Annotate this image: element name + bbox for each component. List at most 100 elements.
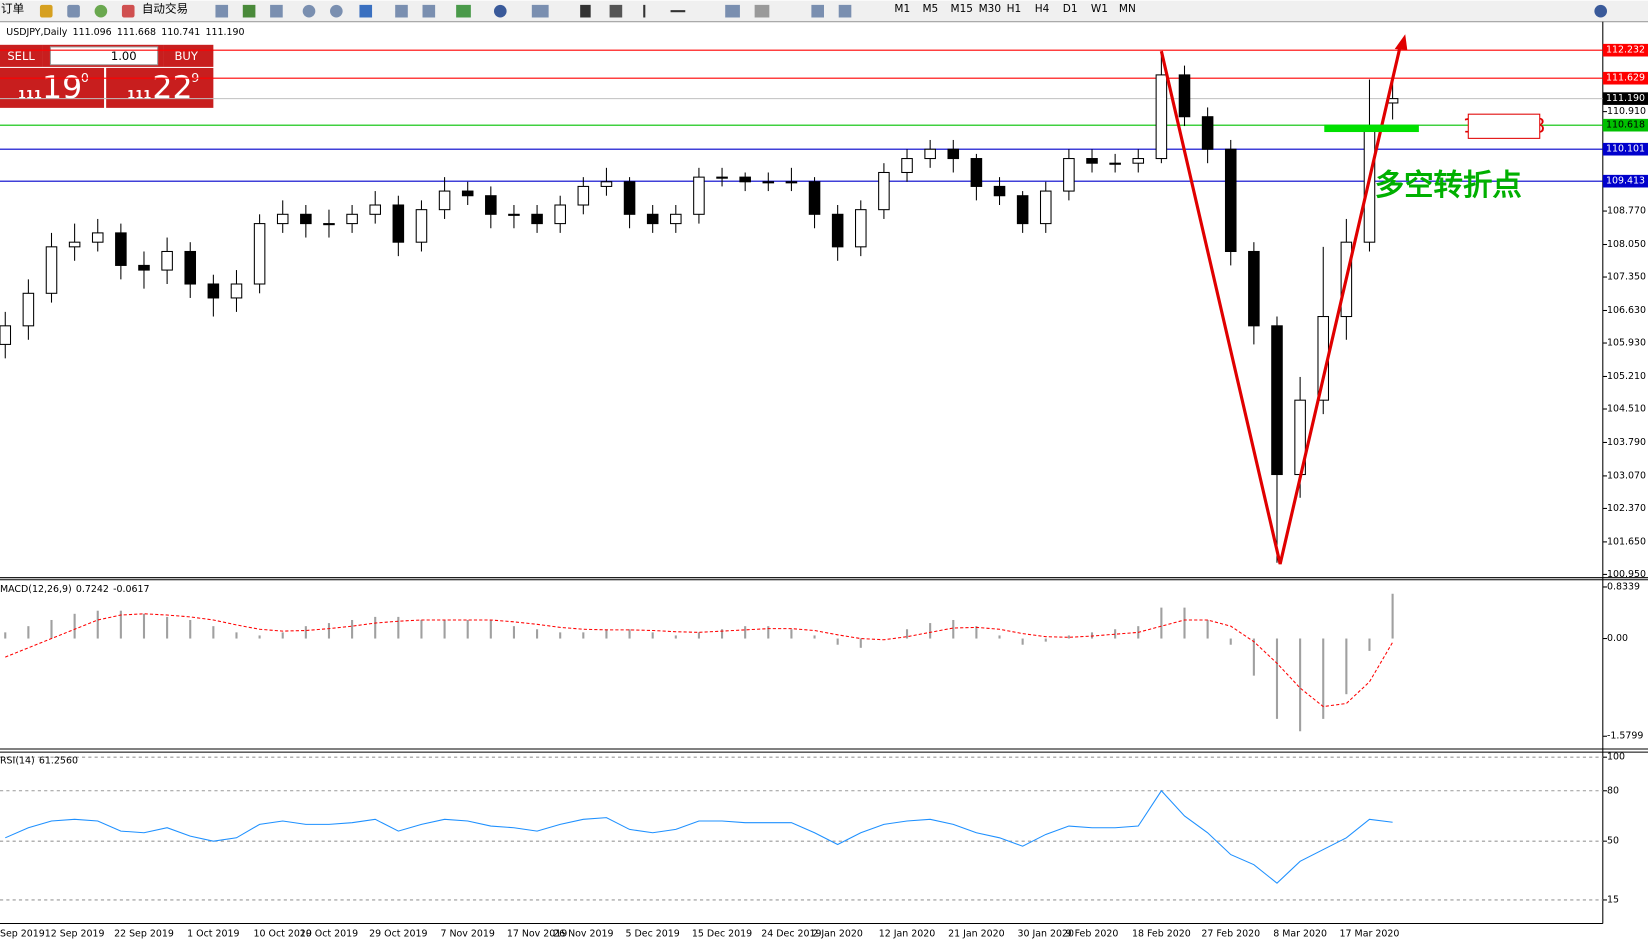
candle-body [1109,162,1121,165]
y-tick-label: 100 [1607,752,1625,763]
candle-body [115,232,127,266]
y-tick-label: 101.650 [1607,536,1646,547]
timeframe-button[interactable]: M1 [894,3,910,15]
x-tick-label: 20 Oct 2019 [300,928,358,939]
candle-body [947,148,960,160]
chart-header: USDJPY,Daily 111.096 111.668 110.741 111.190 [6,27,244,38]
y-tick-label: 0.8339 [1607,581,1640,592]
header-close: 111.190 [205,27,244,38]
candle-body [415,209,428,243]
v-pattern-annotation [1159,34,1541,565]
timeframe-button[interactable]: M30 [979,3,1001,15]
x-tick-label: 7 Nov 2019 [440,928,494,939]
sell-label: SELL [7,49,35,63]
header-high: 111.668 [117,27,156,38]
y-tick-label: 103.070 [1607,470,1646,481]
buy-price-box[interactable] [106,67,214,108]
buy-price-point: 9 [191,70,199,85]
candle-body [531,213,543,225]
x-tick-label: 10 Oct 2019 [254,928,312,939]
sell-price-big: 111 [18,88,42,102]
signal-last: -0.0617 [113,584,149,595]
y-tick-label: 15 [1607,894,1619,905]
candle-body [600,181,613,187]
candle-body [323,223,335,226]
y-tick-label: 104.510 [1607,404,1646,415]
y-tick-label: 80 [1607,785,1619,796]
candle-body [831,213,844,248]
y-tick-label: 108.050 [1607,239,1646,250]
candle-body [1248,250,1260,327]
y-tick-label: 108.770 [1607,206,1646,217]
candle-body [276,213,289,225]
candle-body [485,195,497,215]
timeframe-button[interactable]: M15 [951,3,973,15]
candle-body [253,223,266,285]
candle-body [554,204,566,225]
y-tick-label: 0.00 [1607,633,1628,644]
y-tick-label: 100.950 [1607,569,1646,580]
y-tick-label: 107.350 [1607,272,1646,283]
x-tick-label: 12 Sep 2019 [45,928,105,939]
lots-input[interactable] [49,46,159,66]
candle-body [808,181,821,215]
candle-body [392,204,405,243]
x-tick-label: 17 Nov 2019 [507,928,567,939]
candle-body [461,190,474,197]
toolbar-icons [39,4,1608,18]
candle-body [670,213,682,225]
price-level-tag [1602,142,1648,156]
indicator-name: RSI(14) [0,755,35,766]
candle-body [993,185,1006,197]
candle-body [1155,74,1168,160]
candle-body [739,176,751,183]
y-tick-label: 105.210 [1607,371,1646,382]
price-level-label: 109.413 [1606,176,1645,187]
candle-body [300,213,312,225]
candle-body [346,213,358,225]
candle-body [1201,116,1214,150]
x-tick-label: 30 Jan 2020 [1017,928,1074,939]
indicator-header: RSI(14) 61.2560 [0,755,78,766]
y-tick-label: 105.930 [1607,338,1646,349]
sell-price-point: 0 [81,70,89,85]
toolbar-item[interactable]: 订单 [1,2,24,16]
candle-body [68,241,81,248]
x-tick-label: 1 Oct 2019 [187,928,239,939]
current-price-tag [1602,92,1648,105]
header-low: 110.741 [161,27,200,38]
x-tick-label: Sep 2019 [0,928,45,939]
candle-body [762,181,775,184]
candle-body [369,204,381,215]
candle-body [45,246,58,294]
timeframe-button[interactable]: M5 [922,3,938,15]
price-level-label: 111.629 [1606,73,1645,84]
candle-body [878,171,890,211]
toolbar-item[interactable]: 自动交易 [142,2,188,16]
x-tick-label: 27 Feb 2020 [1201,928,1260,939]
candle-body [1224,148,1237,253]
candle-body [693,176,705,215]
indicator-header: MACD(12,26,9) 0.7242 -0.0617 [0,584,150,595]
timeframe-button[interactable]: H4 [1035,3,1050,15]
price-level-tag [1602,43,1648,57]
buy-price-pips: 22 [152,70,192,106]
candle-body [785,181,798,184]
timeframe-button[interactable]: H1 [1007,3,1022,15]
separators [0,21,1648,924]
annotation-text: 多空转折点 [1375,168,1522,202]
symbol: USDJPY,Daily [6,27,67,38]
x-tick-label: 12 Jan 2020 [879,928,936,939]
current-price-label: 111.190 [1606,93,1645,104]
y-tick-label: 103.790 [1607,437,1646,448]
timeframe-button[interactable]: W1 [1091,3,1108,15]
buy-label: BUY [174,49,198,63]
candle-body [1086,158,1098,164]
x-tick-label: 22 Sep 2019 [114,928,174,939]
timeframe-button[interactable]: D1 [1063,3,1078,15]
sell-price-box[interactable] [0,67,105,108]
candle-body [0,325,12,345]
candle-body [1178,74,1191,118]
timeframe-button[interactable]: MN [1119,3,1136,15]
